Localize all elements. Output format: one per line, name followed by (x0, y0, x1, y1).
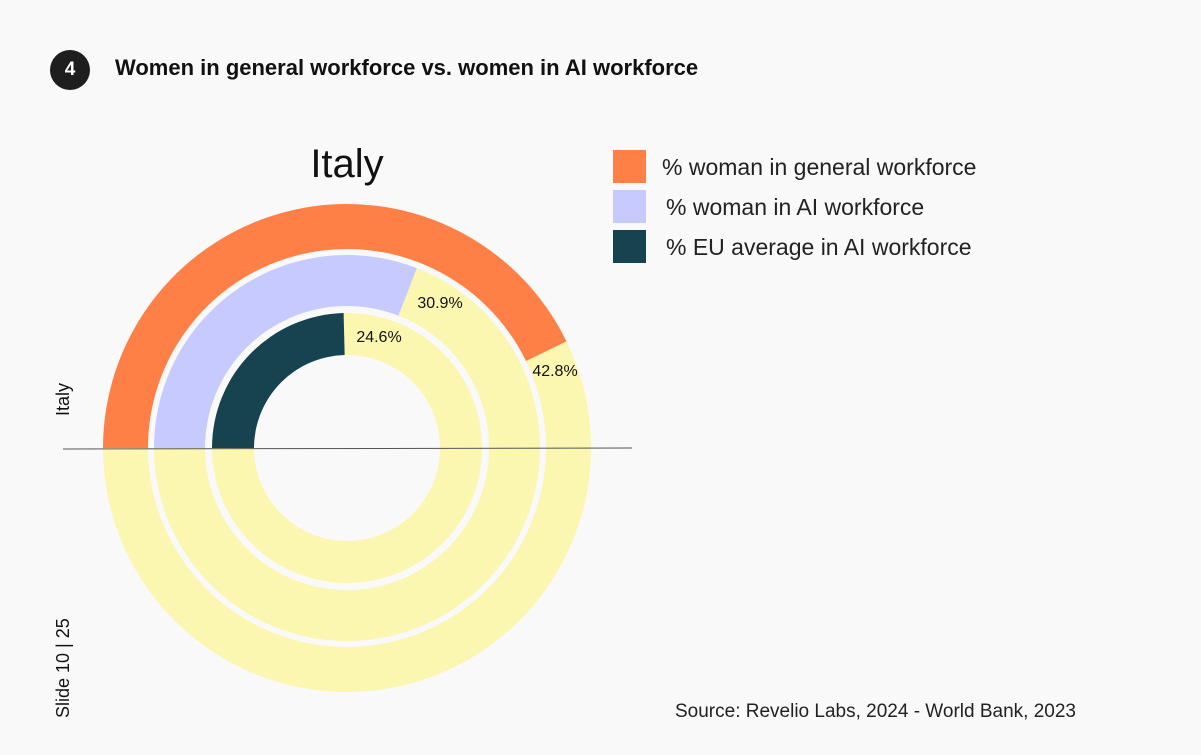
section-number-badge: 4 (50, 50, 90, 90)
ring-remainder-1 (103, 341, 591, 693)
source-note: Source: Revelio Labs, 2024 - World Bank,… (675, 701, 1076, 722)
baseline (62, 447, 633, 450)
legend-swatch (613, 230, 646, 263)
legend-label: % woman in AI workforce (666, 194, 924, 220)
chart-title: Italy (310, 142, 383, 186)
data-label: 24.6% (356, 329, 401, 346)
slide-number: Slide 10 | 25 (53, 618, 73, 718)
legend-swatch (613, 190, 646, 223)
data-label: 42.8% (532, 363, 577, 380)
legend-swatch (613, 150, 646, 183)
category-axis-label: Italy (53, 382, 73, 416)
legend-label: % EU average in AI workforce (666, 234, 972, 260)
ring-segment-3 (212, 313, 345, 448)
data-label: 30.9% (417, 295, 462, 312)
ring-segment-1 (103, 204, 567, 448)
legend-label: % woman in general workforce (662, 154, 976, 180)
page-title: Women in general workforce vs. women in … (115, 55, 699, 80)
ring-segment-2 (154, 254, 417, 448)
ring-remainder-3 (212, 313, 482, 583)
